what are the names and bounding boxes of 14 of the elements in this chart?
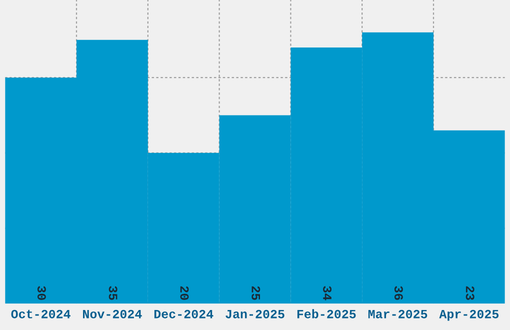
data-label: 20	[180, 286, 189, 300]
x-tick-label: Oct-2024	[11, 310, 70, 318]
data-label: 30	[37, 286, 46, 300]
data-label: 34	[323, 286, 332, 300]
x-tick-label: Jan-2025	[226, 310, 284, 318]
x-tick-label: Apr-2025	[439, 310, 499, 321]
x-tick-label: Feb-2025	[297, 309, 356, 318]
x-tick-label: Mar-2025	[368, 310, 428, 318]
x-tick-label: Nov-2024	[83, 310, 142, 318]
data-label: 25	[252, 286, 260, 300]
data-label: 23	[466, 286, 474, 300]
data-label: 36	[394, 286, 403, 300]
x-tick-label: Dec-2024	[154, 310, 214, 318]
data-label: 35	[108, 286, 118, 300]
